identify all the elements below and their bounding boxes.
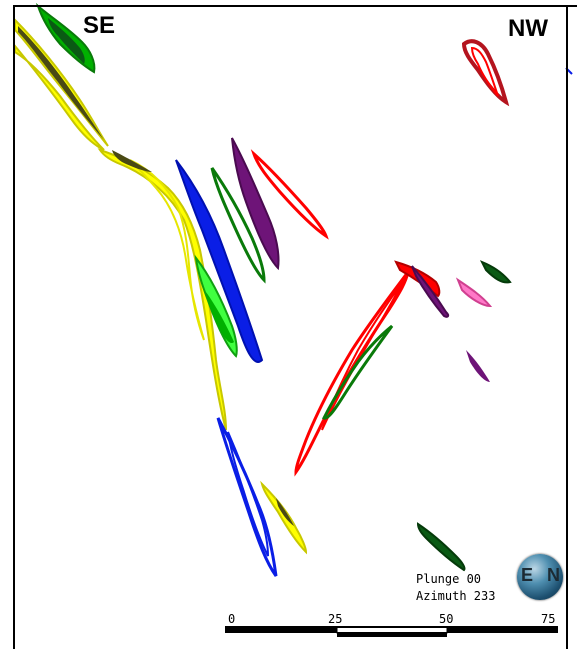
direction-label-left: SE xyxy=(83,12,116,39)
scale-bar xyxy=(225,626,558,637)
shape-red-top-right xyxy=(461,39,510,107)
shape-red-thin-1 xyxy=(250,149,329,240)
plunge-readout: Plunge 00 xyxy=(416,572,482,586)
scale-label-1: 25 xyxy=(328,612,343,626)
shape-yellow-small xyxy=(260,480,308,555)
globe-letter-left: E xyxy=(521,565,534,585)
scale-label-2: 50 xyxy=(439,612,454,626)
shape-red-top-right-inner xyxy=(470,46,499,97)
frame-left xyxy=(13,6,15,649)
shape-dark-top-left xyxy=(48,18,85,64)
shape-purple-mid xyxy=(411,265,450,318)
shape-dark-green-bottom xyxy=(416,522,466,572)
frame-right xyxy=(566,6,568,649)
shape-yellow-stem xyxy=(97,148,227,431)
scale-bar-seg-4 xyxy=(447,627,558,633)
orientation-globe-icon[interactable]: E N xyxy=(517,554,563,600)
shape-dark-olive-core xyxy=(18,26,104,140)
shape-green-diagonal xyxy=(210,167,266,284)
scale-bar-seg-1 xyxy=(225,627,337,633)
azimuth-readout: Azimuth 233 xyxy=(416,589,496,603)
shape-green-lens-small xyxy=(206,292,234,344)
shape-red-long-inner xyxy=(321,279,405,431)
shape-yellow-band-2 xyxy=(14,43,105,151)
globe-letter-right: N xyxy=(547,565,560,585)
frame-top xyxy=(13,5,577,7)
shape-pink-lens xyxy=(455,277,493,308)
shape-yellow-inner xyxy=(129,159,205,341)
shape-purple-lens xyxy=(231,137,280,271)
scale-label-0: 0 xyxy=(228,612,236,626)
shape-blue-left xyxy=(175,159,264,363)
shape-dark-green-top xyxy=(479,260,512,284)
scale-bar-seg-3 xyxy=(337,632,447,637)
shape-purple-small xyxy=(466,350,490,382)
shape-olive-small xyxy=(276,498,294,526)
shape-blue-bottom-inner xyxy=(227,431,269,557)
shape-olive-ring xyxy=(112,150,152,172)
direction-label-right: NW xyxy=(508,15,548,42)
scale-label-3: 75 xyxy=(541,612,556,626)
shape-green-long xyxy=(321,324,394,420)
